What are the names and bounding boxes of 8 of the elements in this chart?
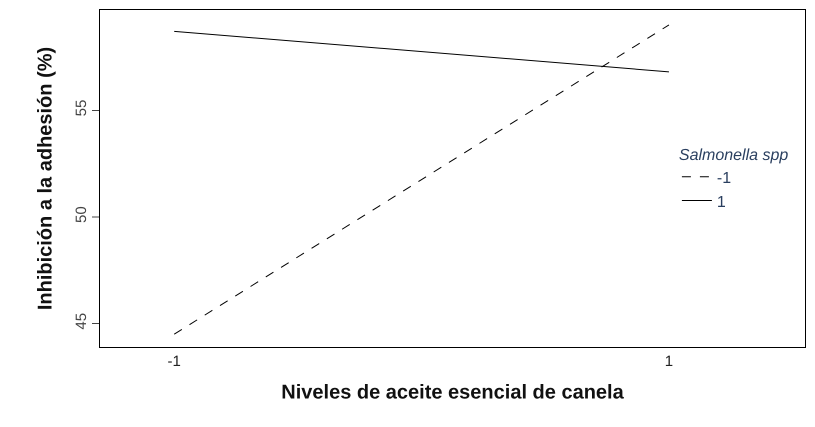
y-tick-label: 55: [73, 100, 90, 116]
x-axis-title: Niveles de aceite esencial de canela: [281, 382, 625, 404]
y-tick-label: 50: [73, 206, 90, 223]
legend-label: 1: [716, 194, 726, 211]
y-tick-label: 45: [73, 312, 90, 330]
y-axis-title: Inhibición a la adhesión (%): [34, 46, 56, 310]
legend-label: -1: [716, 170, 732, 187]
legend-title: Salmonella spp: [678, 146, 788, 164]
